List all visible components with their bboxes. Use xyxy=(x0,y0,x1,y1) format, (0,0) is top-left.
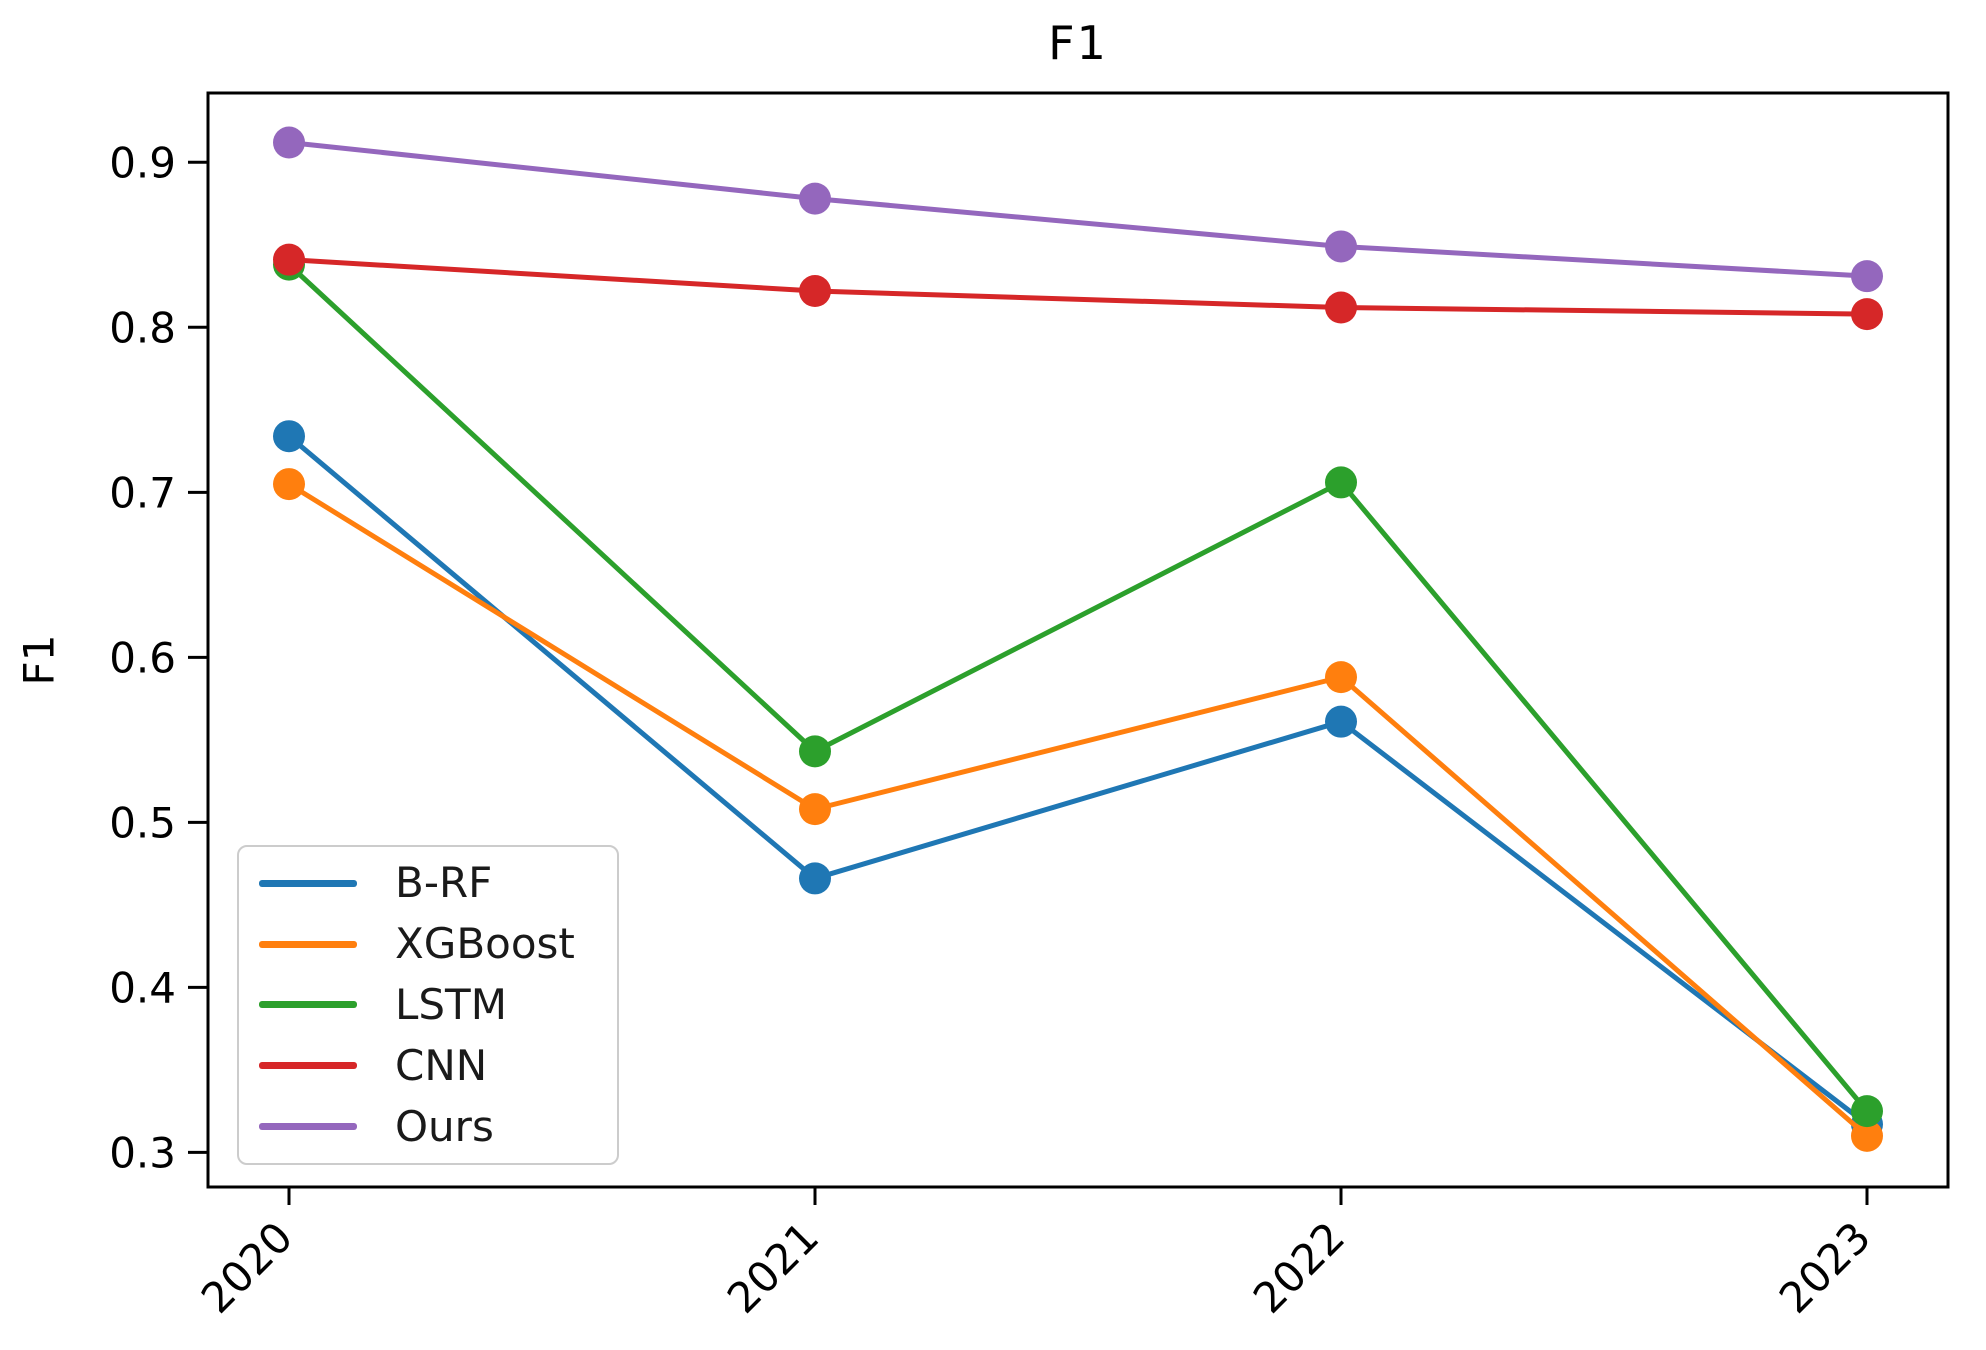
series-line xyxy=(286,257,1870,317)
series-line xyxy=(286,433,1870,1127)
data-point-marker xyxy=(799,862,831,895)
x-tick-label: 2023 xyxy=(1770,1212,1880,1322)
legend-line-swatch xyxy=(259,879,357,887)
data-point-marker xyxy=(273,126,305,159)
y-tick-label: 0.8 xyxy=(109,303,176,352)
data-point-marker xyxy=(1325,230,1357,263)
y-tick-label: 0.3 xyxy=(109,1128,176,1177)
series-line xyxy=(286,481,1870,1139)
data-point-marker xyxy=(799,735,831,768)
data-point-marker xyxy=(1325,291,1357,324)
series-line xyxy=(286,262,1870,1114)
legend-line-swatch xyxy=(259,940,357,948)
x-tick-label: 2022 xyxy=(1244,1212,1354,1322)
y-tick-label: 0.5 xyxy=(109,798,176,847)
series-xgboost xyxy=(273,468,1883,1152)
legend-line-swatch xyxy=(259,1062,357,1070)
data-point-marker xyxy=(799,793,831,826)
data-point-marker xyxy=(1325,466,1357,499)
series-ours xyxy=(273,126,1883,293)
plot-border xyxy=(206,91,1950,1189)
legend-line-swatch xyxy=(259,1001,357,1009)
chart-title: F1 xyxy=(1048,16,1108,70)
data-point-marker xyxy=(1851,260,1883,293)
data-point-marker xyxy=(1851,1095,1883,1128)
y-tick-label: 0.9 xyxy=(109,138,176,187)
x-tick-label: 2021 xyxy=(718,1212,828,1322)
y-tick-label: 0.6 xyxy=(109,633,176,682)
y-axis-label: F1 xyxy=(14,634,64,686)
x-tick-label: 2020 xyxy=(192,1212,302,1322)
data-point-marker xyxy=(1325,705,1357,738)
legend-item-xgboost: XGBoost xyxy=(259,923,607,965)
legend-line-swatch xyxy=(259,1123,357,1131)
data-point-marker xyxy=(273,243,305,276)
legend-item-b-rf: B-RF xyxy=(259,862,607,904)
legend-item-ours: Ours xyxy=(259,1101,607,1151)
series-layer xyxy=(273,126,1883,1152)
legend-item-cnn: CNN xyxy=(259,1040,607,1090)
data-point-marker xyxy=(273,468,305,501)
legend-label: Ours xyxy=(395,1101,494,1151)
legend-item-lstm: LSTM xyxy=(259,979,607,1029)
y-tick-label: 0.7 xyxy=(109,468,176,517)
legend-label: CNN xyxy=(395,1040,488,1090)
data-point-marker xyxy=(1325,661,1357,694)
data-point-marker xyxy=(273,420,305,453)
y-tick-label: 0.4 xyxy=(109,963,176,1012)
legend-label: XGBoost xyxy=(395,919,575,969)
data-point-marker xyxy=(799,275,831,308)
data-point-marker xyxy=(799,182,831,215)
legend: B-RF XGBoost LSTM CNN Ours xyxy=(237,845,619,1165)
data-point-marker xyxy=(1851,298,1883,331)
series-cnn xyxy=(273,243,1883,331)
legend-label: B-RF xyxy=(395,858,493,908)
series-line xyxy=(286,140,1870,279)
data-point-marker xyxy=(1851,1119,1883,1152)
legend-label: LSTM xyxy=(395,979,507,1029)
